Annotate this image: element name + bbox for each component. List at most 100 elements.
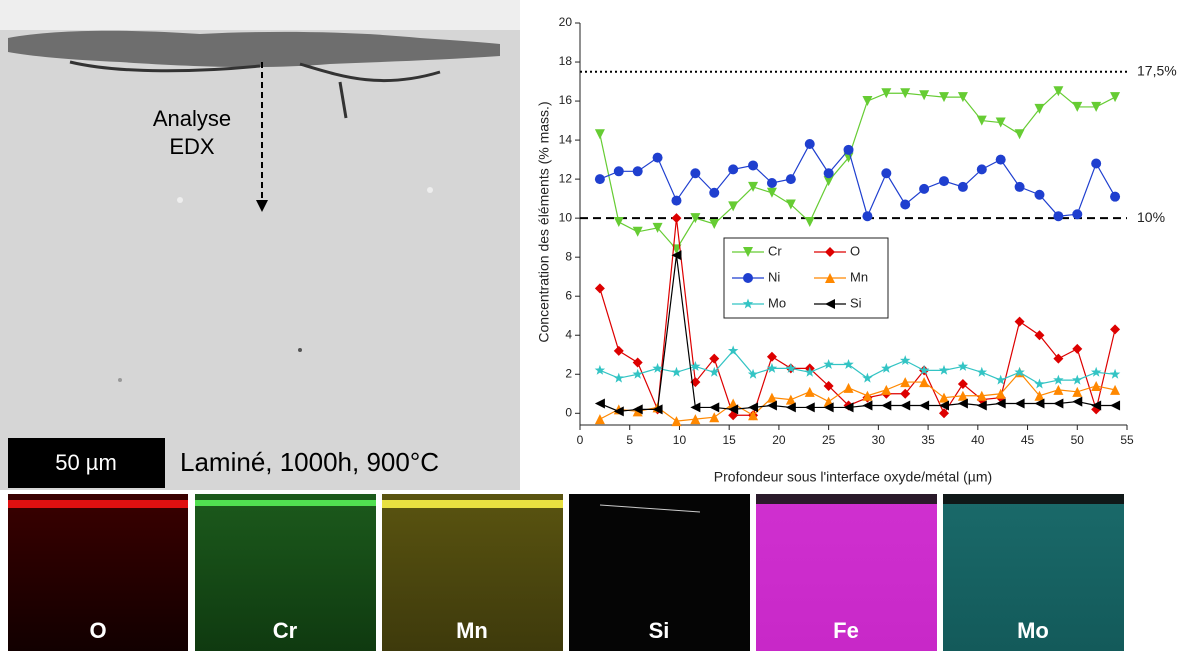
marker <box>957 379 968 390</box>
marker <box>1072 209 1083 220</box>
x-tick-label: 30 <box>872 433 886 447</box>
sem-image: Analyse EDX 50 µm Laminé, 1000h, 900°C <box>0 0 520 490</box>
map-label: Cr <box>273 618 298 643</box>
marker <box>594 414 605 425</box>
marker <box>747 368 759 379</box>
marker <box>804 402 815 413</box>
marker <box>1053 384 1064 395</box>
marker <box>957 92 968 103</box>
series-line <box>599 90 1116 251</box>
marker <box>690 360 701 371</box>
edx-maps: O Cr Mn Si Fe Mo <box>8 494 1124 651</box>
marker <box>632 357 643 368</box>
marker <box>1072 101 1083 112</box>
marker <box>709 187 720 198</box>
marker <box>939 392 950 403</box>
marker <box>862 372 873 383</box>
marker <box>995 398 1006 409</box>
marker <box>843 152 854 163</box>
marker <box>957 398 968 409</box>
legend-marker <box>825 299 835 309</box>
marker <box>995 154 1006 165</box>
legend-marker <box>742 298 754 309</box>
marker <box>843 382 854 393</box>
marker <box>652 222 663 233</box>
marker <box>843 359 854 369</box>
map-label: Mn <box>456 618 488 643</box>
marker <box>671 213 682 224</box>
map-label: Fe <box>833 618 859 643</box>
marker <box>652 404 663 415</box>
marker <box>1053 86 1064 97</box>
marker <box>899 355 911 366</box>
marker <box>918 364 930 375</box>
marker <box>957 390 968 401</box>
marker <box>1014 181 1025 192</box>
marker <box>823 402 834 413</box>
marker <box>766 351 777 362</box>
marker <box>748 160 759 171</box>
marker <box>1072 386 1083 397</box>
marker <box>748 181 759 192</box>
marker <box>594 398 605 409</box>
marker <box>1091 380 1102 391</box>
marker <box>1053 398 1064 409</box>
marker <box>804 138 815 149</box>
marker <box>1014 129 1025 140</box>
x-tick-label: 25 <box>822 433 836 447</box>
x-tick-label: 20 <box>772 433 786 447</box>
marker <box>632 404 643 415</box>
marker <box>995 117 1006 128</box>
marker <box>1014 398 1025 409</box>
y-tick-label: 2 <box>565 366 572 380</box>
marker <box>1072 343 1083 354</box>
marker <box>671 366 682 377</box>
x-tick-label: 35 <box>921 433 935 447</box>
marker <box>709 366 720 377</box>
legend-label: Mo <box>768 295 786 310</box>
marker <box>709 402 720 413</box>
marker <box>995 374 1006 385</box>
marker <box>939 176 950 187</box>
marker <box>652 152 663 163</box>
marker <box>728 164 739 175</box>
marker <box>900 400 911 411</box>
series-line <box>599 218 1116 416</box>
legend-label: Mn <box>850 269 868 284</box>
y-tick-label: 0 <box>565 405 572 419</box>
marker <box>881 362 892 373</box>
marker <box>939 400 950 411</box>
marker <box>976 366 988 377</box>
marker <box>1110 324 1121 335</box>
marker <box>939 92 950 103</box>
marker <box>823 380 834 391</box>
x-tick-label: 45 <box>1021 433 1035 447</box>
marker <box>690 414 701 425</box>
legend-label: Ni <box>768 269 780 284</box>
marker <box>594 283 605 294</box>
marker <box>976 400 987 411</box>
marker <box>823 359 834 369</box>
marker <box>976 164 987 175</box>
scale-bar-label: 50 µm <box>55 450 117 475</box>
marker <box>690 402 701 413</box>
x-tick-label: 10 <box>673 433 687 447</box>
marker <box>1014 366 1025 377</box>
marker <box>1014 316 1025 327</box>
marker <box>748 402 759 413</box>
legend-marker <box>825 247 835 257</box>
marker <box>939 408 950 419</box>
annotation: EDX <box>169 134 215 159</box>
x-tick-label: 40 <box>971 433 985 447</box>
marker <box>804 386 815 397</box>
marker <box>785 402 796 413</box>
marker <box>728 201 739 212</box>
marker <box>919 90 930 101</box>
series-line <box>599 142 1116 218</box>
marker <box>766 400 777 411</box>
marker <box>843 144 854 155</box>
marker <box>919 183 930 194</box>
marker <box>900 377 911 388</box>
marker <box>823 168 834 179</box>
